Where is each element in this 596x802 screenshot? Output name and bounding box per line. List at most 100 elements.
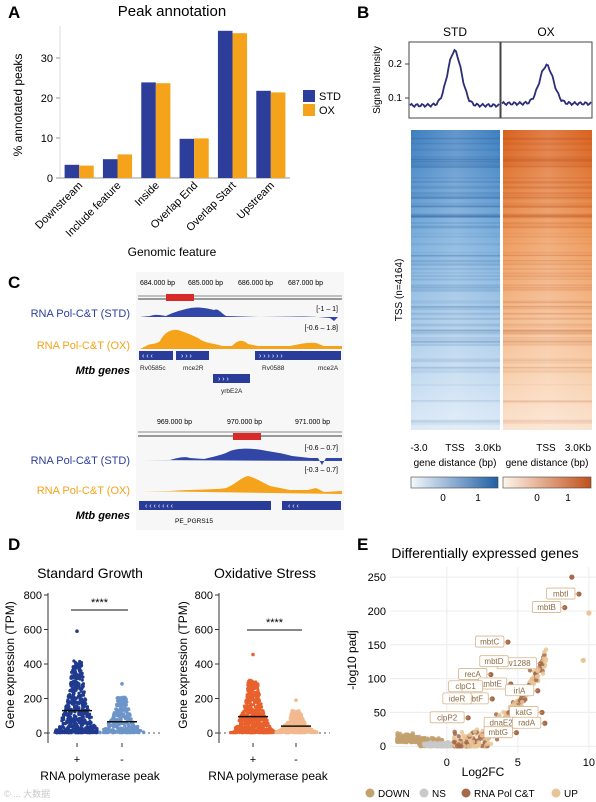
e-label-box <box>479 655 509 668</box>
streak-ox <box>503 337 592 339</box>
d-point <box>294 719 298 723</box>
streak-std <box>411 305 500 309</box>
gene-label: Rv0588 <box>262 365 285 372</box>
d-point <box>256 712 260 716</box>
streak-ox <box>503 329 592 332</box>
streak-std <box>411 214 500 217</box>
legend-label-up: UP <box>564 789 578 800</box>
track-label-ox-1: RNA Pol-C&T (OX) <box>37 340 130 352</box>
streak-ox <box>503 371 592 374</box>
d-point <box>245 697 249 701</box>
coord: 686.000 bp <box>238 280 273 287</box>
d-point <box>240 729 244 733</box>
e-label-text: mbtG <box>488 728 508 737</box>
e-point-down <box>436 736 441 741</box>
streak-std <box>411 185 500 188</box>
d-group-label: + <box>74 754 80 766</box>
d-point <box>66 716 71 720</box>
e-ytick-label: 100 <box>368 674 386 686</box>
streak-ox <box>503 419 592 422</box>
streak-ox <box>503 215 592 217</box>
bar-std <box>217 30 233 178</box>
panel-a-title: Peak annotation <box>118 3 226 20</box>
d-point <box>136 730 140 735</box>
locus-2: 969.000 bp 970.000 bp 971.000 bp [-0.6 –… <box>138 419 342 525</box>
d-point-max <box>75 629 79 634</box>
d-ytick-label: 400 <box>195 659 213 671</box>
streak-ox <box>503 186 592 190</box>
coord: 685.000 bp <box>188 280 223 287</box>
d-point <box>254 730 258 735</box>
bar-std <box>102 159 118 178</box>
d-point <box>142 731 146 735</box>
e-ytick-label: 50 <box>374 707 386 719</box>
d-point <box>257 708 261 712</box>
d-point <box>68 689 72 693</box>
e-label-text: mbtI <box>553 590 569 599</box>
streak-std <box>411 401 500 403</box>
streak-std <box>411 232 500 235</box>
d-point <box>95 727 99 731</box>
d-point <box>75 701 79 705</box>
strand: ‹ ‹ ‹ <box>288 503 300 510</box>
d-point <box>80 693 84 698</box>
d-point <box>300 716 304 720</box>
streak-std <box>411 359 500 362</box>
d-point <box>244 721 248 725</box>
legend-label-down: DOWN <box>378 789 410 800</box>
e-label-text: mbtC <box>480 638 499 647</box>
e-ytick-label: 150 <box>368 640 386 652</box>
d-point <box>83 697 87 701</box>
watermark: © ... 大数据 <box>4 788 50 799</box>
d-point <box>61 730 65 735</box>
d-point <box>66 698 70 702</box>
d-point <box>112 722 117 726</box>
gene-next <box>282 501 341 510</box>
d-point <box>125 730 129 734</box>
streak-ox <box>503 312 592 315</box>
d-point <box>79 723 83 727</box>
legend-dot-up <box>551 788 561 798</box>
profile-frame-ox <box>500 41 593 119</box>
streak-ox <box>503 232 592 235</box>
streak-ox <box>503 278 592 280</box>
streak-std <box>411 137 500 140</box>
e-label-text: mbtE <box>483 680 502 689</box>
d-point <box>82 691 86 695</box>
streak-ox <box>503 148 592 152</box>
genes-label-2: Mtb genes <box>76 510 130 522</box>
d-point <box>257 693 261 697</box>
d-point <box>80 678 84 682</box>
streak-std <box>411 300 500 302</box>
streak-std <box>411 400 500 402</box>
panel-e-ylabel: -log10 padj <box>345 630 359 689</box>
d-point <box>112 725 116 729</box>
d-point <box>84 720 88 724</box>
e-point-up <box>470 739 476 744</box>
d-point <box>123 696 127 700</box>
d-point <box>253 681 258 685</box>
d-point <box>255 693 259 698</box>
d-point <box>248 699 252 703</box>
d-point <box>293 711 297 715</box>
streak-ox <box>503 339 592 342</box>
streak-ox <box>503 330 592 333</box>
streak-std <box>411 371 500 374</box>
ytick-label: 10 <box>41 133 53 145</box>
e-ytick-label: 200 <box>368 606 386 618</box>
profile-line-std <box>409 48 500 109</box>
d-point <box>64 712 68 716</box>
ytick-label: 0 <box>47 173 53 185</box>
d-point <box>252 731 256 735</box>
streak-std <box>411 422 500 425</box>
streak-ox <box>503 202 592 205</box>
streak-ox <box>503 205 592 208</box>
streak-std <box>411 306 500 308</box>
d-point <box>122 730 126 735</box>
legend-dot-rnapol <box>461 788 471 798</box>
d-ytick-label: 0 <box>207 728 213 740</box>
streak-std <box>411 197 500 199</box>
streak-std <box>411 181 500 183</box>
streak-ox <box>503 419 592 422</box>
d-point <box>75 677 79 681</box>
